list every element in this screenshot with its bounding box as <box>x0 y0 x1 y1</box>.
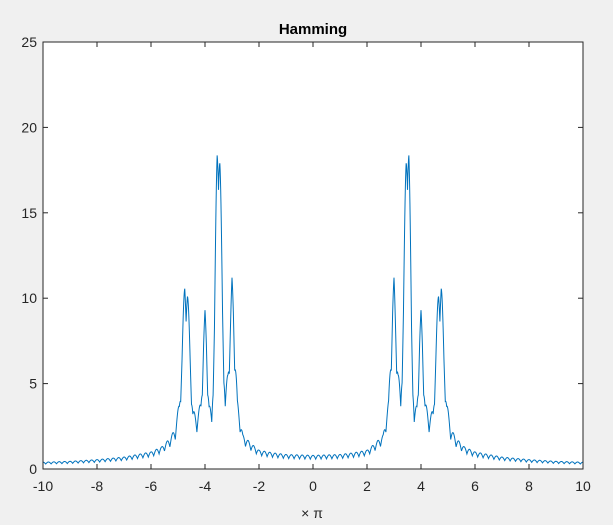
y-tick-label: 0 <box>29 461 37 477</box>
x-tick-label: 10 <box>575 478 591 494</box>
y-tick-label: 20 <box>21 119 37 135</box>
x-tick-label: 8 <box>525 478 533 494</box>
tick-layer: -10 -8 -6 -4 -2 0 2 4 6 8 10 0 5 10 15 20 25 <box>21 34 591 494</box>
x-tick-label: -10 <box>33 478 53 494</box>
x-axis-label: × π <box>301 505 323 521</box>
plot-area <box>43 42 583 469</box>
x-tick-label: 4 <box>417 478 425 494</box>
x-tick-label: 0 <box>309 478 317 494</box>
x-tick-label: -8 <box>91 478 104 494</box>
data-layer <box>42 155 584 465</box>
x-tick-label: -2 <box>253 478 266 494</box>
chart-title: Hamming <box>279 21 347 38</box>
x-tick-label: -4 <box>199 478 212 494</box>
series-line <box>42 155 584 465</box>
y-tick-label: 10 <box>21 290 37 306</box>
x-tick-label: 6 <box>471 478 479 494</box>
y-tick-label: 5 <box>29 376 37 392</box>
x-tick-label: -6 <box>145 478 158 494</box>
y-tick-label: 25 <box>21 34 37 50</box>
y-tick-label: 15 <box>21 205 37 221</box>
x-tick-label: 2 <box>363 478 371 494</box>
